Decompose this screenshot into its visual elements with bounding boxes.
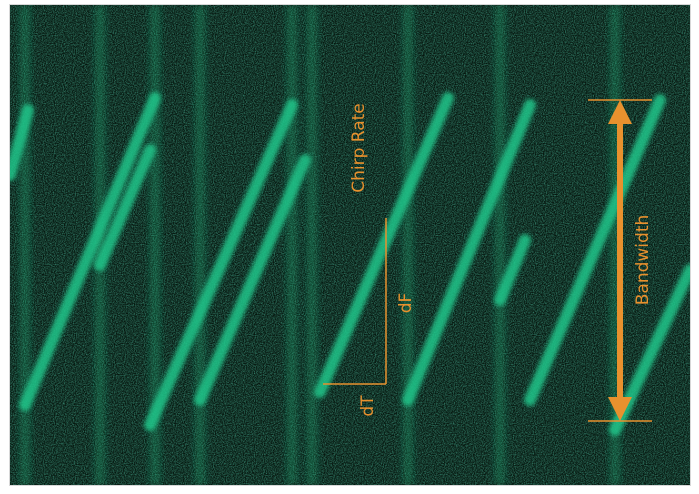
bandwidth-label: Bandwidth <box>633 215 653 306</box>
df-label: dF <box>396 293 416 314</box>
dt-label: dT <box>358 395 378 417</box>
chirp-rate-label: Chirp Rate <box>349 103 369 193</box>
annotations <box>323 99 652 422</box>
signal-area <box>10 5 690 485</box>
